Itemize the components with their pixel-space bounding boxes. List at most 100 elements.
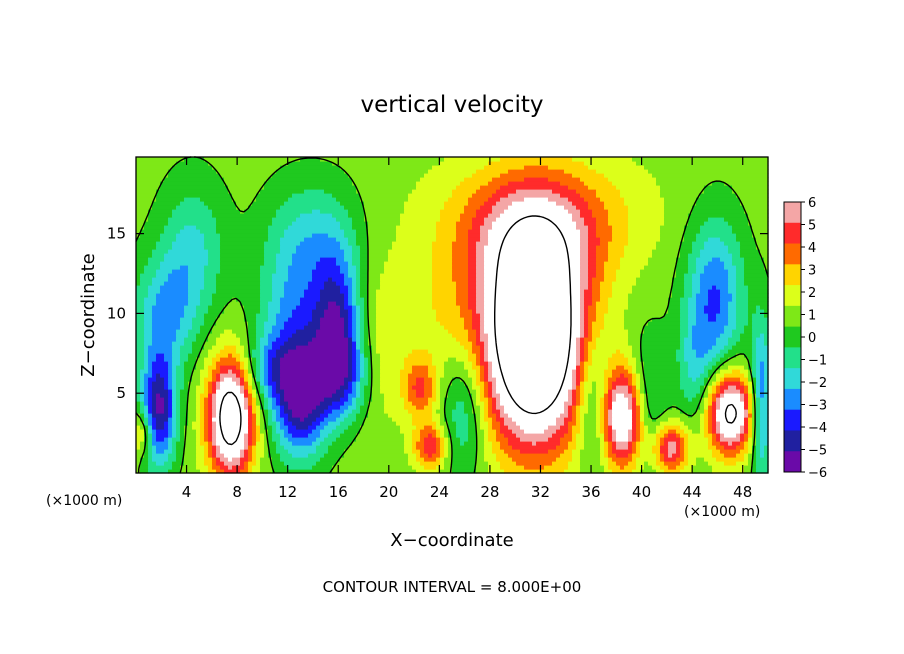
field-cell <box>340 309 349 314</box>
field-cell <box>548 449 565 454</box>
field-cell <box>736 265 745 270</box>
field-cell <box>752 353 757 358</box>
field-cell <box>468 265 477 270</box>
field-cell <box>216 389 241 394</box>
field-cell <box>156 417 169 422</box>
field-cell <box>604 381 609 386</box>
field-cell <box>612 381 629 386</box>
x-unit-label-left: (×1000 m) <box>46 493 122 509</box>
field-cell <box>172 417 177 422</box>
field-cell <box>176 453 185 458</box>
field-cell <box>220 233 269 238</box>
field-cell <box>592 209 609 214</box>
field-cell <box>752 465 757 470</box>
field-cell <box>456 297 469 302</box>
field-cell <box>340 221 353 226</box>
field-cell <box>268 377 273 382</box>
field-cell <box>492 441 501 446</box>
field-cell <box>400 381 409 386</box>
field-cell <box>764 309 769 314</box>
field-cell <box>236 333 249 338</box>
field-cell <box>720 405 745 410</box>
field-cell <box>192 369 201 374</box>
field-cell <box>484 273 581 278</box>
field-cell <box>344 169 429 174</box>
field-cell <box>596 309 609 314</box>
field-cell <box>144 365 149 370</box>
field-cell <box>692 277 701 282</box>
field-cell <box>712 429 717 434</box>
field-cell <box>208 389 213 394</box>
field-cell <box>760 393 765 398</box>
field-cell <box>508 425 521 430</box>
field-cell <box>432 385 437 390</box>
field-cell <box>664 197 697 202</box>
field-cell <box>220 357 237 362</box>
field-cell <box>728 357 749 362</box>
field-cell <box>220 385 241 390</box>
field-cell <box>344 329 349 334</box>
field-cell <box>216 457 221 462</box>
field-cell <box>756 469 769 474</box>
field-cell <box>412 441 417 446</box>
field-cell <box>580 277 589 282</box>
field-cell <box>148 361 153 366</box>
field-cell <box>444 405 457 410</box>
field-cell <box>288 225 341 230</box>
field-cell <box>592 297 601 302</box>
field-cell <box>740 369 749 374</box>
field-cell <box>216 337 241 342</box>
field-cell <box>208 429 213 434</box>
field-cell <box>700 225 733 230</box>
field-cell <box>440 397 445 402</box>
field-cell <box>352 305 357 310</box>
field-cell <box>280 241 301 246</box>
field-cell <box>184 457 197 462</box>
field-cell <box>352 365 357 370</box>
field-cell <box>244 309 261 314</box>
field-cell <box>248 333 257 338</box>
field-cell <box>580 369 585 374</box>
field-cell <box>440 405 445 410</box>
field-cell <box>452 465 477 470</box>
field-cell <box>140 397 145 402</box>
field-cell <box>660 441 665 446</box>
field-cell <box>608 361 629 366</box>
field-cell <box>576 377 581 382</box>
field-cell <box>600 237 613 242</box>
field-cell <box>432 273 453 278</box>
field-cell <box>720 349 729 354</box>
field-cell <box>588 233 597 238</box>
field-cell <box>632 381 637 386</box>
field-cell <box>252 385 257 390</box>
field-cell <box>272 293 285 298</box>
field-cell <box>368 309 377 314</box>
field-cell <box>592 333 601 338</box>
field-cell <box>200 373 209 378</box>
field-cell <box>640 345 681 350</box>
field-cell <box>196 309 209 314</box>
field-cell <box>136 353 145 358</box>
field-cell <box>640 353 677 358</box>
field-cell <box>592 349 617 354</box>
field-cell <box>732 293 737 298</box>
field-cell <box>144 445 149 450</box>
field-cell <box>596 169 649 174</box>
field-cell <box>464 177 493 182</box>
field-cell <box>192 425 201 430</box>
field-cell <box>272 389 277 394</box>
field-cell <box>640 413 645 418</box>
field-cell <box>384 405 405 410</box>
field-cell <box>328 433 341 438</box>
field-cell <box>580 457 601 462</box>
field-cell <box>432 165 485 170</box>
field-cell <box>364 421 397 426</box>
field-cell <box>204 405 209 410</box>
field-cell <box>256 433 261 438</box>
field-cell <box>748 361 753 366</box>
field-cell <box>720 357 729 362</box>
field-cell <box>136 213 149 218</box>
field-cell <box>588 305 597 310</box>
field-cell <box>136 293 149 298</box>
field-cell <box>364 301 369 306</box>
